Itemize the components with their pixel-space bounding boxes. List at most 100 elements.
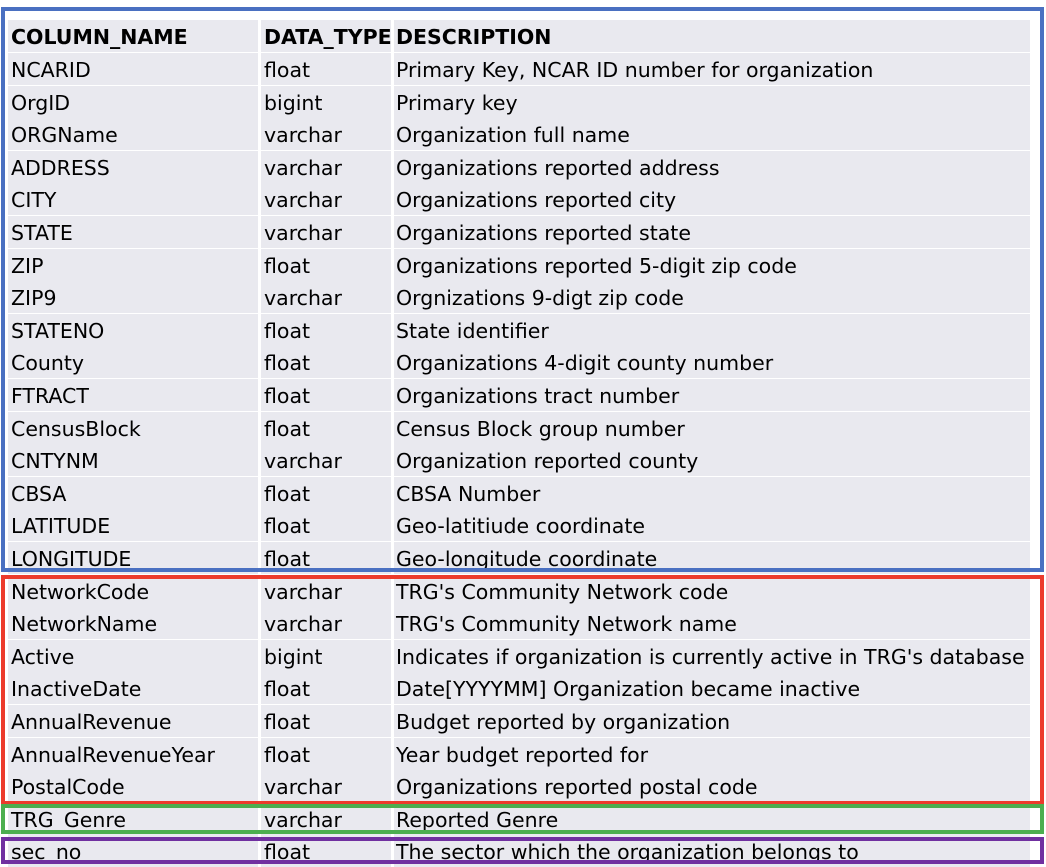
description-cell: Indicates if organization is currently a… (396, 645, 1025, 669)
description-cell: Organizations reported postal code (396, 775, 758, 799)
data-type-cell: bigint (264, 645, 323, 669)
data-type-cell: float (264, 840, 311, 864)
table-row: NCARID float Primary Key, NCAR ID number f… (8, 53, 1030, 85)
description-cell: Date[YYYYMM] Organization became inactiv… (396, 677, 861, 701)
table-row: ADDRESS varchar Organizations reported add… (8, 151, 1030, 183)
table-row: ORGName varchar Organization full name (8, 118, 1030, 150)
description-cell: Year budget reported for (396, 743, 649, 767)
data-type-cell: float (264, 514, 311, 538)
header-description: DESCRIPTION (396, 25, 552, 49)
table-row: TRG_Genre varchar Reported Genre (8, 803, 1030, 835)
description-cell: Organizations 4-digit county number (396, 351, 774, 375)
column-name-cell: STATE (11, 221, 73, 245)
column-name-cell: NetworkCode (11, 580, 150, 604)
column-name-cell: CITY (11, 188, 57, 212)
description-cell: Organizations reported 5-digit zip code (396, 254, 797, 278)
description-cell: Primary key (396, 91, 518, 115)
column-name-cell: CensusBlock (11, 417, 141, 441)
column-name-cell: ZIP (11, 254, 44, 278)
column-name-cell: sec_no (11, 840, 82, 864)
column-name-cell: ADDRESS (11, 156, 110, 180)
description-cell: Reported Genre (396, 808, 559, 832)
data-type-cell: float (264, 384, 311, 408)
table-row: Active bigint Indicates if organization is… (8, 640, 1030, 672)
data-type-cell: bigint (264, 91, 323, 115)
table-row: AnnualRevenue float Budget reported by org… (8, 705, 1030, 737)
table-row: LONGITUDE float Geo-longitude coordinate (8, 542, 1030, 574)
table-row: PostalCode varchar Organizations reported … (8, 770, 1030, 802)
data-type-cell: varchar (264, 612, 342, 636)
column-name-cell: STATENO (11, 319, 105, 343)
table-row: CITY varchar Organizations reported city (8, 183, 1030, 215)
description-cell: Geo-latitiude coordinate (396, 514, 646, 538)
data-type-cell: float (264, 254, 311, 278)
description-cell: Organizations reported state (396, 221, 691, 245)
description-cell: TRG's Community Network code (396, 580, 729, 604)
column-name-cell: AnnualRevenueYear (11, 743, 215, 767)
column-name-cell: CNTYNM (11, 449, 99, 473)
table-row: County float Organizations 4-digit county … (8, 346, 1030, 378)
column-name-cell: LATITUDE (11, 514, 111, 538)
column-name-cell: CBSA (11, 482, 67, 506)
data-type-cell: float (264, 482, 311, 506)
description-cell: Organizations reported city (396, 188, 677, 212)
data-type-cell: float (264, 547, 311, 571)
column-name-cell: ORGName (11, 123, 118, 147)
data-type-cell: float (264, 743, 311, 767)
data-type-cell: varchar (264, 188, 342, 212)
table-row: OrgID bigint Primary key (8, 86, 1030, 118)
data-type-cell: float (264, 58, 311, 82)
table-row: AnnualRevenueYear float Year budget report… (8, 738, 1030, 770)
table-row: NetworkName varchar TRG's Community Networ… (8, 607, 1030, 639)
header-column-name: COLUMN_NAME (11, 25, 188, 49)
table-row: NetworkCode varchar TRG's Community Networ… (8, 575, 1030, 607)
table-header-row: COLUMN_NAME DATA_TYPE DESCRIPTION (8, 20, 1030, 52)
data-type-cell: varchar (264, 221, 342, 245)
column-name-cell: FTRACT (11, 384, 89, 408)
data-type-cell: varchar (264, 286, 342, 310)
table-row: LATITUDE float Geo-latitiude coordinate (8, 509, 1030, 541)
description-cell: Census Block group number (396, 417, 685, 441)
table-row: CensusBlock float Census Block group numbe… (8, 412, 1030, 444)
description-cell: Organizations reported address (396, 156, 720, 180)
column-name-cell: TRG_Genre (11, 808, 126, 832)
description-cell: Organizations tract number (396, 384, 680, 408)
data-type-cell: varchar (264, 580, 342, 604)
table-row: ZIP9 varchar Orgnizations 9-digt zip code (8, 281, 1030, 313)
column-name-cell: PostalCode (11, 775, 125, 799)
description-cell: Orgnizations 9-digt zip code (396, 286, 684, 310)
description-cell: Organization full name (396, 123, 630, 147)
data-type-cell: float (264, 351, 311, 375)
column-name-cell: NCARID (11, 58, 91, 82)
table-row: InactiveDate float Date[YYYYMM] Organizati… (8, 672, 1030, 704)
column-name-cell: AnnualRevenue (11, 710, 172, 734)
data-type-cell: float (264, 710, 311, 734)
table-row: CNTYNM varchar Organization reported count… (8, 444, 1030, 476)
description-cell: CBSA Number (396, 482, 541, 506)
description-cell: State identifier (396, 319, 549, 343)
table-row: FTRACT float Organizations tract number (8, 379, 1030, 411)
column-name-cell: OrgID (11, 91, 71, 115)
description-cell: Geo-longitude coordinate (396, 547, 658, 571)
description-cell: Budget reported by organization (396, 710, 731, 734)
column-name-cell: LONGITUDE (11, 547, 132, 571)
data-type-cell: varchar (264, 123, 342, 147)
description-cell: TRG's Community Network name (396, 612, 737, 636)
table-row: CBSA float CBSA Number (8, 477, 1030, 509)
table-row: ZIP float Organizations reported 5-digit z… (8, 249, 1030, 281)
data-type-cell: varchar (264, 808, 342, 832)
data-type-cell: float (264, 319, 311, 343)
data-type-cell: varchar (264, 775, 342, 799)
column-name-cell: ZIP9 (11, 286, 57, 310)
description-cell: Organization reported county (396, 449, 699, 473)
table-row: STATENO float State identifier (8, 314, 1030, 346)
data-type-cell: float (264, 677, 311, 701)
table-row: STATE varchar Organizations reported state (8, 216, 1030, 248)
data-type-cell: varchar (264, 449, 342, 473)
column-name-cell: InactiveDate (11, 677, 142, 701)
description-cell: The sector which the organization belong… (396, 840, 859, 864)
column-name-cell: NetworkName (11, 612, 158, 636)
data-type-cell: float (264, 417, 311, 441)
column-name-cell: Active (11, 645, 75, 669)
